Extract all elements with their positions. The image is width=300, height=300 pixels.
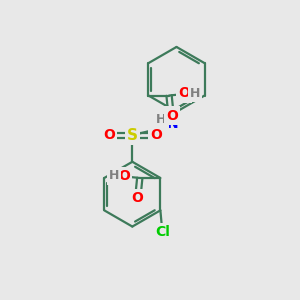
Text: H: H bbox=[156, 113, 166, 126]
Text: N: N bbox=[166, 117, 178, 131]
Text: O: O bbox=[103, 128, 115, 142]
Text: O: O bbox=[150, 128, 162, 142]
Text: Cl: Cl bbox=[156, 225, 170, 239]
Text: O: O bbox=[166, 109, 178, 122]
Text: O: O bbox=[118, 169, 130, 183]
Text: O: O bbox=[131, 191, 143, 205]
Text: H: H bbox=[109, 169, 119, 182]
Text: S: S bbox=[127, 128, 138, 143]
Text: O: O bbox=[178, 86, 190, 100]
Text: H: H bbox=[190, 87, 200, 100]
